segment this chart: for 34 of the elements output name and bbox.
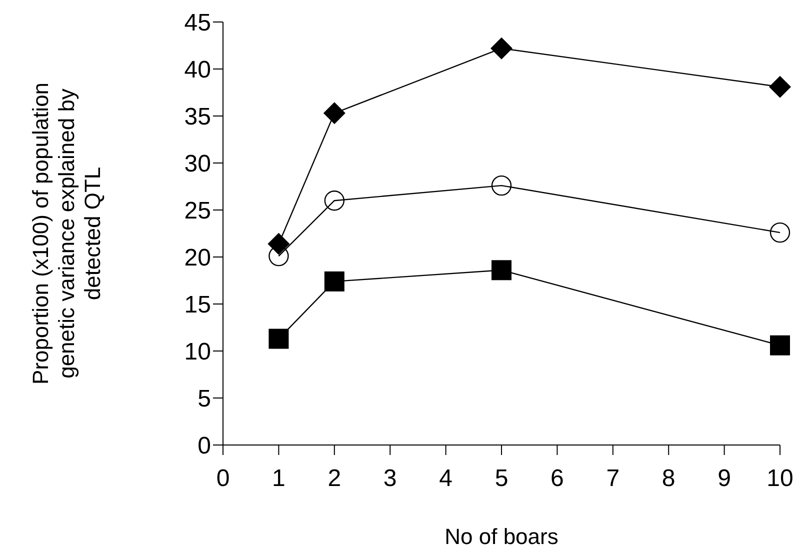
y-tick-label: 0 [198,432,211,460]
point [769,76,791,98]
x-tick-label: 1 [272,465,286,492]
x-tick-label: 0 [216,465,230,492]
x-tick-label: 4 [439,465,452,492]
x-tick-label: 7 [606,465,620,492]
x-tick-label: 5 [494,465,508,492]
point [324,190,344,211]
x-tick-label: 6 [550,465,564,492]
point [490,37,512,60]
point [268,232,290,255]
y-tick-label: 15 [184,292,211,319]
point [268,328,289,349]
y-tick-label: 45 [184,10,211,37]
x-tick-label: 3 [383,465,397,492]
y-tick-label: 25 [184,198,211,225]
point [324,271,344,292]
y-tick-label: 40 [184,56,211,84]
y-tick-label: 10 [184,338,211,366]
point [770,335,790,356]
y-tick-label: 5 [198,386,211,413]
x-tick-label: 9 [718,465,731,492]
x-tick-label: 2 [328,465,342,492]
y-tick-label: 20 [184,244,211,272]
point [491,175,512,196]
point [492,260,512,280]
y-tick-label: 30 [184,150,211,178]
x-tick-label: 10 [766,465,794,492]
y-axis-title: Proportion (x100) of population genetic variance explained by detected QTL [28,82,105,385]
y-tick-label: 35 [184,104,211,131]
point [323,102,346,124]
x-tick-label: 8 [662,465,676,492]
x-axis-title: No of boars [444,524,558,549]
point [770,222,790,243]
